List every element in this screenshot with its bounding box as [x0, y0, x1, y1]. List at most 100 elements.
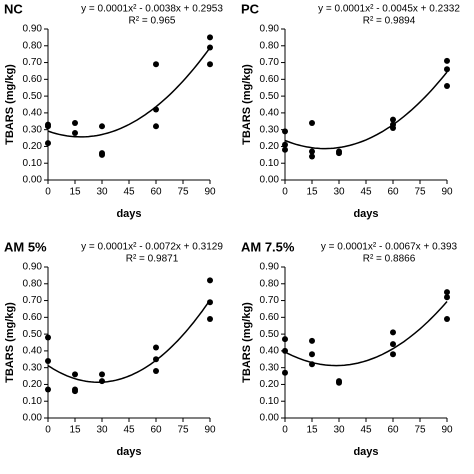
y-tick-label: 0.10 [260, 158, 280, 169]
data-point [72, 388, 78, 395]
data-point [282, 146, 288, 153]
x-tick-label: 45 [123, 187, 135, 198]
y-tick-label: 0.10 [260, 396, 280, 407]
data-point [282, 128, 288, 135]
x-tick-label: 30 [96, 187, 108, 198]
data-point [207, 34, 213, 41]
y-tick-label: 0.90 [23, 24, 43, 35]
y-axis-label: TBARS (mg/kg) [4, 302, 16, 383]
y-tick-label: 0.40 [260, 346, 280, 357]
r-squared: R² = 0.9871 [126, 254, 179, 265]
y-tick-label: 0.30 [23, 362, 43, 373]
y-tick-label: 0.50 [23, 91, 43, 102]
y-tick-label: 0.20 [260, 379, 280, 390]
data-point [45, 123, 51, 130]
y-tick-label: 0.50 [23, 329, 43, 340]
x-tick-label: 75 [177, 187, 189, 198]
data-point [282, 369, 288, 376]
y-tick-label: 0.50 [260, 329, 280, 340]
data-point [444, 316, 450, 323]
y-tick-label: 0.00 [23, 175, 43, 186]
x-tick-label: 0 [45, 187, 51, 198]
data-point [309, 119, 315, 126]
x-tick-label: 15 [69, 425, 81, 436]
trendline [284, 71, 448, 150]
data-point [153, 61, 159, 68]
x-tick-label: 60 [387, 187, 399, 198]
y-axis-label: TBARS (mg/kg) [241, 64, 253, 145]
data-point [444, 294, 450, 301]
x-tick-label: 0 [45, 425, 51, 436]
equation: y = 0.0001x² - 0.0038x + 0.2953 [81, 4, 223, 15]
x-tick-label: 30 [333, 187, 345, 198]
data-point [390, 116, 396, 123]
y-tick-label: 0.40 [260, 108, 280, 119]
data-point [309, 148, 315, 155]
x-axis-label: days [353, 208, 378, 220]
data-point [99, 371, 105, 378]
data-point [153, 123, 159, 130]
data-point [444, 83, 450, 90]
equation: y = 0.0001x² - 0.0072x + 0.3129 [81, 242, 223, 253]
equation: y = 0.0001x² - 0.0067x + 0.393 [321, 242, 458, 253]
x-axis-label: days [116, 208, 141, 220]
y-tick-label: 0.40 [23, 108, 43, 119]
y-tick-label: 0.10 [23, 158, 43, 169]
trendline [47, 299, 211, 383]
x-tick-label: 15 [306, 187, 318, 198]
x-tick-label: 90 [204, 425, 216, 436]
data-point [45, 334, 51, 341]
data-point [309, 361, 315, 368]
x-tick-label: 30 [96, 425, 108, 436]
y-tick-label: 0.60 [23, 74, 43, 85]
x-tick-label: 90 [204, 187, 216, 198]
data-point [45, 386, 51, 393]
panel-title: NC [4, 1, 23, 16]
y-tick-label: 0.60 [260, 74, 280, 85]
y-tick-label: 0.80 [260, 40, 280, 51]
y-tick-label: 0.30 [260, 362, 280, 373]
r-squared: R² = 0.8866 [363, 254, 416, 265]
y-tick-label: 0.00 [260, 413, 280, 424]
x-tick-label: 15 [306, 425, 318, 436]
panel-title: AM 7.5% [241, 239, 295, 254]
data-point [282, 347, 288, 354]
y-tick-label: 0.60 [23, 312, 43, 323]
data-point [72, 119, 78, 126]
y-tick-label: 0.70 [23, 57, 43, 68]
data-point [153, 106, 159, 113]
data-point [309, 351, 315, 358]
y-tick-label: 0.70 [260, 295, 280, 306]
y-tick-label: 0.90 [260, 24, 280, 35]
x-tick-label: 60 [387, 425, 399, 436]
data-point [45, 140, 51, 147]
y-tick-label: 0.10 [23, 396, 43, 407]
x-tick-label: 75 [177, 425, 189, 436]
y-tick-label: 0.90 [260, 262, 280, 273]
data-point [390, 124, 396, 131]
data-point [72, 371, 78, 378]
y-tick-label: 0.00 [23, 413, 43, 424]
data-point [444, 66, 450, 73]
equation: y = 0.0001x² - 0.0045x + 0.2332 [318, 4, 460, 15]
y-tick-label: 0.90 [23, 262, 43, 273]
data-point [207, 316, 213, 323]
y-tick-label: 0.20 [23, 379, 43, 390]
panel-title: PC [241, 1, 260, 16]
y-axis-label: TBARS (mg/kg) [241, 302, 253, 383]
data-point [390, 329, 396, 336]
data-point [444, 289, 450, 296]
x-tick-label: 60 [150, 187, 162, 198]
y-tick-label: 0.80 [23, 40, 43, 51]
x-tick-label: 0 [282, 425, 288, 436]
data-point [207, 299, 213, 306]
y-tick-label: 0.70 [23, 295, 43, 306]
data-point [99, 123, 105, 130]
y-tick-label: 0.30 [23, 124, 43, 135]
y-axis-label: TBARS (mg/kg) [4, 64, 16, 145]
y-tick-label: 0.20 [260, 141, 280, 152]
data-point [153, 344, 159, 351]
data-point [72, 130, 78, 137]
data-point [207, 277, 213, 284]
data-point [390, 351, 396, 358]
